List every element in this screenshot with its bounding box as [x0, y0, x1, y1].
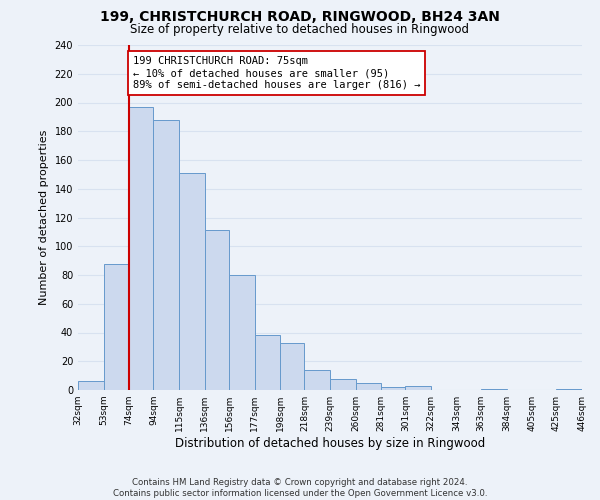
Text: Size of property relative to detached houses in Ringwood: Size of property relative to detached ho…: [131, 22, 470, 36]
Bar: [330, 378, 356, 390]
Bar: [229, 275, 254, 390]
Bar: [556, 388, 582, 390]
X-axis label: Distribution of detached houses by size in Ringwood: Distribution of detached houses by size …: [175, 437, 485, 450]
Bar: [104, 264, 129, 390]
Bar: [179, 173, 205, 390]
Bar: [356, 383, 381, 390]
Bar: [406, 386, 431, 390]
Bar: [254, 336, 280, 390]
Bar: [154, 120, 179, 390]
Bar: [304, 370, 330, 390]
Bar: [78, 382, 104, 390]
Bar: [280, 342, 304, 390]
Bar: [381, 387, 406, 390]
Text: Contains HM Land Registry data © Crown copyright and database right 2024.
Contai: Contains HM Land Registry data © Crown c…: [113, 478, 487, 498]
Bar: [481, 388, 506, 390]
Bar: [129, 107, 154, 390]
Text: 199, CHRISTCHURCH ROAD, RINGWOOD, BH24 3AN: 199, CHRISTCHURCH ROAD, RINGWOOD, BH24 3…: [100, 10, 500, 24]
Y-axis label: Number of detached properties: Number of detached properties: [39, 130, 49, 305]
Text: 199 CHRISTCHURCH ROAD: 75sqm
← 10% of detached houses are smaller (95)
89% of se: 199 CHRISTCHURCH ROAD: 75sqm ← 10% of de…: [133, 56, 420, 90]
Bar: [205, 230, 229, 390]
